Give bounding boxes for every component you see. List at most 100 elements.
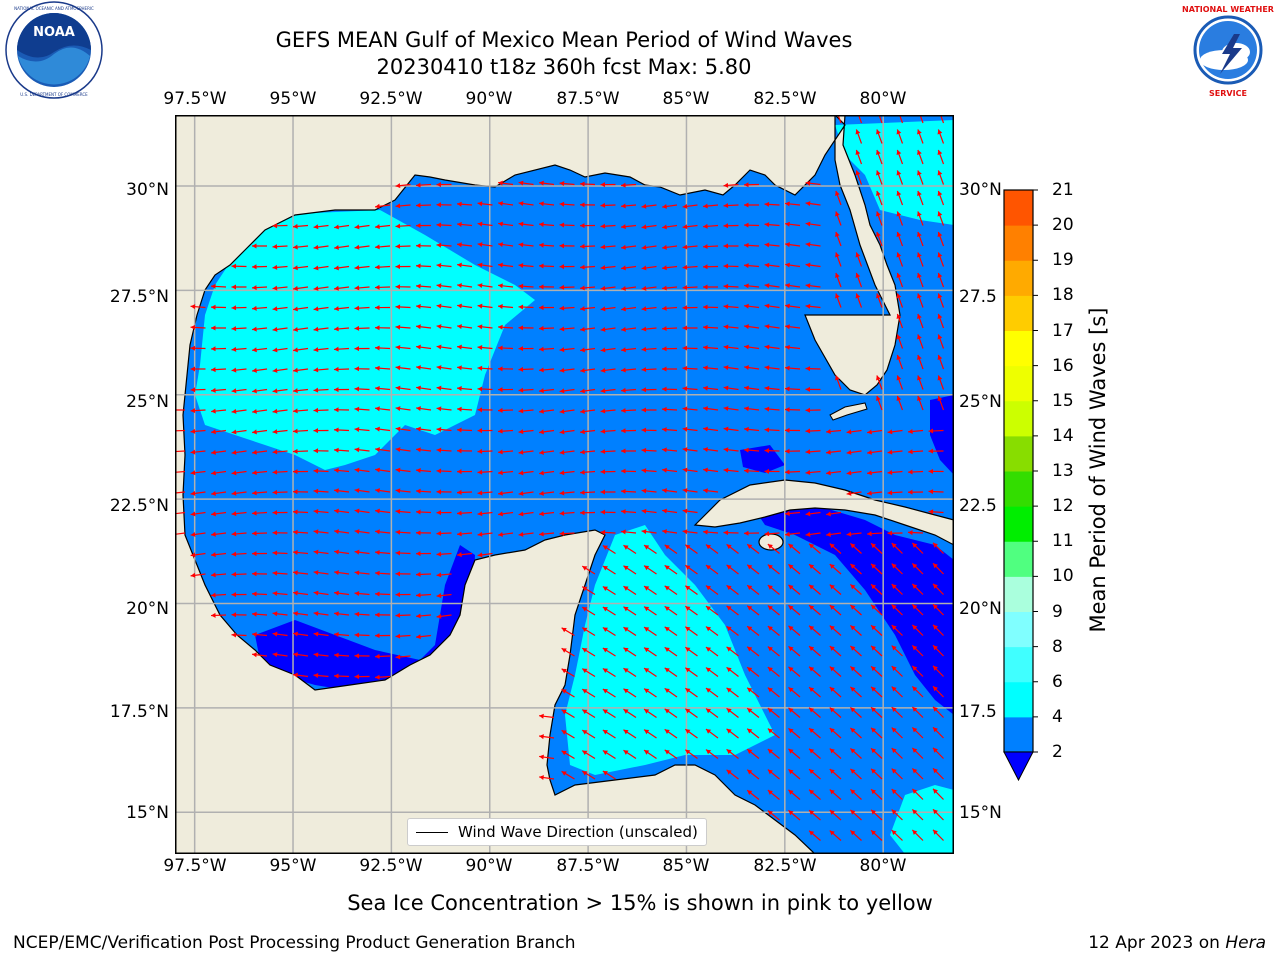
wave-direction-arrowhead — [891, 707, 897, 713]
colorbar-tick-label: 14 — [1052, 425, 1074, 446]
wave-direction-arrowhead — [896, 231, 902, 237]
wave-direction-arrowhead — [580, 347, 585, 353]
wave-direction-arrowhead — [518, 531, 524, 537]
wave-direction-arrowhead — [641, 447, 647, 453]
period-below-2s-region — [930, 395, 954, 475]
wave-direction-arrowhead — [928, 489, 934, 495]
wave-direction-arrowhead — [375, 365, 380, 371]
land-isla-juventud — [758, 533, 784, 551]
wave-direction-arrowhead — [805, 511, 811, 517]
wave-direction-arrowhead — [809, 769, 815, 775]
wave-direction-arrowhead — [855, 149, 861, 155]
wave-direction-arrowhead — [788, 789, 794, 795]
wave-direction-arrowhead — [457, 510, 462, 516]
wave-direction-arrowhead — [908, 428, 913, 434]
wave-direction-arrowhead — [744, 447, 749, 453]
wave-direction-arrowhead — [809, 810, 815, 816]
wave-direction-arrowhead — [518, 490, 524, 496]
wave-direction-arrowhead — [891, 686, 897, 692]
wave-direction-arrowhead — [912, 563, 918, 569]
wave-direction-arrowhead — [912, 542, 918, 548]
wave-direction-arrowhead — [621, 182, 626, 188]
wave-direction-arrowhead — [662, 467, 667, 473]
wave-direction-arrowhead — [559, 201, 565, 207]
lat-tick-left: 22.5°N — [109, 496, 169, 516]
wave-direction-arrowhead — [891, 563, 897, 569]
wave-direction-arrowhead — [937, 252, 943, 258]
wave-direction-arrowhead — [664, 667, 670, 673]
colorbar-cell — [1004, 471, 1033, 507]
wave-direction-arrowhead — [293, 326, 298, 332]
wave-direction-arrowhead — [937, 395, 943, 401]
wave-direction-arrowhead — [764, 427, 770, 433]
wave-direction-arrowhead — [498, 283, 503, 289]
wave-direction-arrowhead — [664, 565, 670, 571]
wave-direction-arrowhead — [559, 243, 565, 249]
wave-direction-arrowhead — [764, 242, 770, 248]
wave-direction-arrowhead — [395, 304, 401, 310]
wave-direction-arrowhead — [785, 344, 790, 350]
wave-direction-arrow — [175, 511, 186, 515]
wave-direction-arrowhead — [375, 264, 380, 270]
wave-direction-arrowhead — [498, 180, 503, 186]
wave-direction-arrowhead — [917, 395, 922, 401]
wave-direction-arrowhead — [580, 490, 585, 496]
wave-direction-arrow — [175, 491, 186, 494]
wave-direction-arrowhead — [829, 625, 835, 631]
wave-direction-arrowhead — [395, 385, 401, 391]
wave-direction-arrowhead — [252, 551, 257, 557]
wave-direction-arrowhead — [539, 305, 544, 311]
wave-direction-arrowhead — [436, 489, 442, 495]
wave-direction-arrowhead — [602, 709, 608, 714]
wave-direction-arrowhead — [621, 488, 626, 494]
wave-direction-arrowhead — [805, 283, 811, 289]
wave-direction-arrowhead — [764, 344, 770, 350]
wave-direction-arrowhead — [580, 243, 585, 249]
wave-direction-arrowhead — [662, 529, 667, 535]
wave-direction-arrowhead — [272, 550, 278, 556]
wave-direction-arrowhead — [685, 729, 691, 734]
wave-direction-arrowhead — [600, 367, 606, 373]
wave-direction-arrowhead — [334, 427, 339, 433]
wave-direction-arrowhead — [912, 829, 918, 835]
wave-direction-arrowhead — [334, 590, 339, 596]
wave-direction-arrowhead — [621, 468, 626, 474]
wave-direction-arrowhead — [334, 570, 339, 576]
wave-direction-arrowhead — [313, 611, 319, 617]
wave-direction-arrowhead — [621, 285, 626, 291]
wave-direction-arrowhead — [764, 531, 770, 537]
wave-direction-arrowhead — [850, 604, 856, 610]
wave-direction-arrowhead — [846, 429, 852, 435]
wave-direction-arrowhead — [518, 429, 524, 435]
wave-direction-arrowhead — [662, 305, 667, 311]
lon-tick-top: 82.5°W — [753, 89, 817, 109]
wave-direction-arrowhead — [457, 201, 462, 207]
wave-direction-arrowhead — [785, 407, 790, 413]
wave-direction-arrowhead — [835, 231, 840, 237]
wave-direction-arrowhead — [457, 531, 462, 537]
wave-direction-arrowhead — [641, 244, 647, 250]
wave-direction-arrowhead — [767, 769, 773, 775]
wave-direction-arrowhead — [621, 509, 626, 515]
colorbar-cell — [1004, 576, 1033, 612]
wave-direction-arrowhead — [559, 388, 565, 394]
colorbar-cell — [1004, 225, 1033, 261]
colorbar-tick-label: 4 — [1052, 706, 1063, 727]
wave-direction-arrowhead — [272, 469, 278, 475]
wave-direction-arrowhead — [788, 666, 794, 672]
wave-direction-arrowhead — [809, 584, 815, 590]
wave-direction-arrowhead — [477, 242, 483, 248]
wave-direction-arrowhead — [477, 511, 483, 517]
wave-direction-arrowhead — [682, 467, 688, 473]
wave-direction-arrowhead — [805, 407, 811, 413]
lat-tick-right: 25°N — [959, 392, 1002, 412]
wave-direction-arrowhead — [211, 552, 216, 558]
wave-direction-arrowhead — [703, 467, 708, 473]
wave-direction-arrowhead — [871, 625, 877, 631]
wave-direction-arrowhead — [912, 768, 918, 774]
wave-direction-arrowhead — [252, 470, 257, 476]
wave-direction-arrowhead — [313, 306, 319, 312]
wave-direction-arrowhead — [313, 652, 319, 658]
wave-direction-arrowhead — [917, 149, 922, 155]
wave-direction-arrowhead — [891, 543, 897, 549]
